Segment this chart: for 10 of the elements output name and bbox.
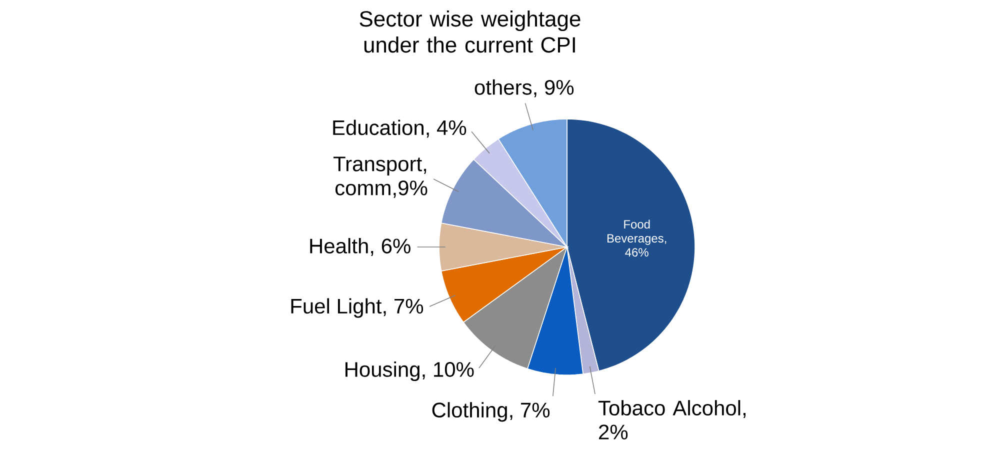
slice-label: Transport, comm,9%: [333, 156, 428, 198]
chart-title: Sector wise weightage under the current CPI: [360, 10, 580, 53]
slice-label: Food Beverages, 46%: [607, 220, 666, 257]
slice-label: Fuel Light, 7%: [291, 298, 424, 318]
slice-label: Housing, 10%: [346, 361, 474, 382]
slice-label: Health, 6%: [310, 238, 410, 256]
slice-label: others, 9%: [474, 79, 574, 98]
slice-label: Education, 4%: [333, 120, 466, 138]
slice-label: Clothing, 7%: [432, 402, 550, 422]
slice-label: Tobaco Alcohol, 2%: [598, 400, 746, 440]
